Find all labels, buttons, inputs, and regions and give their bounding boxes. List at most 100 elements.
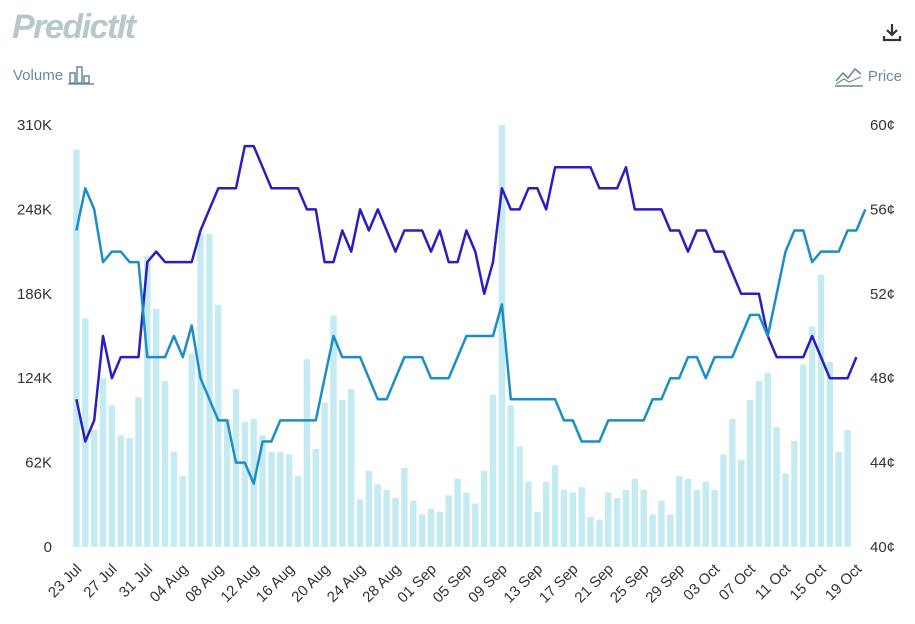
- volume-bar: [596, 519, 603, 547]
- volume-bar: [170, 451, 178, 547]
- volume-bar: [117, 435, 124, 547]
- volume-bar: [480, 470, 488, 547]
- volume-tick-label: 62K: [25, 455, 52, 472]
- volume-bar: [463, 492, 470, 547]
- predictit-logo: PredictIt: [12, 8, 136, 46]
- date-tick-label: 13 Sep: [500, 561, 546, 607]
- volume-bar: [684, 478, 692, 547]
- volume-bar: [259, 435, 266, 547]
- date-tick-label: 17 Sep: [536, 561, 582, 607]
- volume-bar: [507, 405, 514, 547]
- volume-bar: [560, 489, 568, 547]
- volume-bar: [374, 484, 381, 547]
- volume-bar: [720, 454, 727, 547]
- date-tick-label: 03 Oct: [680, 560, 724, 604]
- volume-bar: [791, 440, 798, 547]
- date-tick-label: 08 Aug: [182, 561, 227, 606]
- volume-bar: [241, 421, 249, 547]
- date-tick-label: 15 Oct: [787, 560, 831, 604]
- price-line-2: [75, 187, 867, 485]
- volume-legend[interactable]: Volume: [13, 65, 95, 85]
- volume-tick-label: 310K: [17, 117, 52, 134]
- volume-bar: [605, 492, 612, 547]
- volume-bar: [525, 481, 532, 547]
- price-tick-label: 60¢: [870, 117, 895, 134]
- volume-bar: [551, 465, 559, 547]
- volume-bar: [631, 478, 639, 547]
- date-tick-label: 20 Aug: [288, 561, 333, 606]
- volume-bar: [321, 402, 328, 547]
- price-tick-label: 52¢: [870, 286, 895, 303]
- volume-bar: [543, 481, 550, 547]
- date-tick-label: 07 Oct: [716, 560, 760, 604]
- volume-bar: [445, 495, 452, 547]
- volume-bar: [223, 419, 231, 547]
- date-tick-label: 04 Aug: [147, 561, 192, 606]
- volume-bar: [711, 489, 718, 547]
- volume-bar: [622, 489, 630, 547]
- price-legend[interactable]: Price: [834, 65, 902, 87]
- volume-tick-label: 124K: [17, 370, 52, 387]
- volume-bar: [277, 451, 284, 547]
- bar-chart-icon: [68, 66, 95, 85]
- volume-bar: [161, 380, 169, 547]
- volume-bar: [667, 514, 674, 547]
- date-tick-label: 25 Sep: [607, 561, 653, 607]
- date-tick-label: 09 Sep: [465, 561, 511, 607]
- volume-bar: [348, 389, 355, 547]
- date-tick-label: 12 Aug: [217, 561, 262, 606]
- volume-bar: [835, 451, 842, 547]
- date-tick-label: 05 Sep: [430, 561, 476, 607]
- volume-bar: [82, 318, 89, 547]
- volume-bar: [356, 499, 364, 547]
- volume-bar: [489, 394, 497, 547]
- volume-bar: [99, 378, 107, 547]
- volume-bar: [135, 397, 142, 547]
- volume-bar: [339, 399, 346, 547]
- volume-bar: [534, 511, 541, 547]
- volume-bar: [702, 481, 709, 547]
- volume-bar: [418, 514, 426, 547]
- price-tick-label: 48¢: [870, 370, 895, 387]
- volume-bar: [232, 389, 240, 547]
- volume-bar: [330, 315, 337, 547]
- volume-bar: [312, 448, 319, 547]
- volume-bar: [587, 517, 594, 547]
- volume-bar: [285, 454, 293, 547]
- volume-bar: [800, 364, 807, 547]
- download-icon[interactable]: [880, 20, 904, 44]
- price-tick-label: 40¢: [870, 539, 895, 556]
- volume-bar: [817, 274, 825, 547]
- price-label: Price: [867, 67, 902, 85]
- volume-bar: [613, 497, 621, 547]
- volume-bar: [808, 326, 816, 547]
- date-tick-label: 21 Sep: [571, 561, 617, 607]
- date-tick-label: 24 Aug: [324, 561, 369, 606]
- volume-label: Volume: [13, 66, 64, 84]
- volume-bar: [826, 361, 834, 547]
- volume-bar: [427, 508, 435, 547]
- volume-bar: [578, 487, 585, 547]
- price-tick-label: 44¢: [870, 455, 895, 472]
- date-tick-label: 01 Sep: [394, 561, 440, 607]
- volume-bar: [392, 497, 399, 547]
- volume-bar: [729, 419, 736, 547]
- volume-bar: [153, 308, 160, 547]
- volume-bar: [738, 459, 745, 547]
- volume-tick-label: 186K: [17, 286, 52, 303]
- volume-bar: [693, 489, 701, 547]
- date-tick-label: 16 Aug: [253, 561, 298, 606]
- volume-bar: [215, 304, 222, 547]
- date-tick-label: 19 Oct: [822, 560, 866, 604]
- date-tick-label: 29 Sep: [642, 561, 688, 607]
- volume-bar: [73, 149, 80, 547]
- volume-bar: [144, 255, 151, 547]
- volume-bar: [454, 478, 461, 547]
- volume-bar: [755, 380, 763, 547]
- volume-bar: [498, 125, 506, 547]
- volume-bar: [303, 359, 311, 547]
- volume-bar: [569, 492, 576, 547]
- volume-bar: [90, 429, 98, 547]
- volume-bar: [365, 470, 373, 547]
